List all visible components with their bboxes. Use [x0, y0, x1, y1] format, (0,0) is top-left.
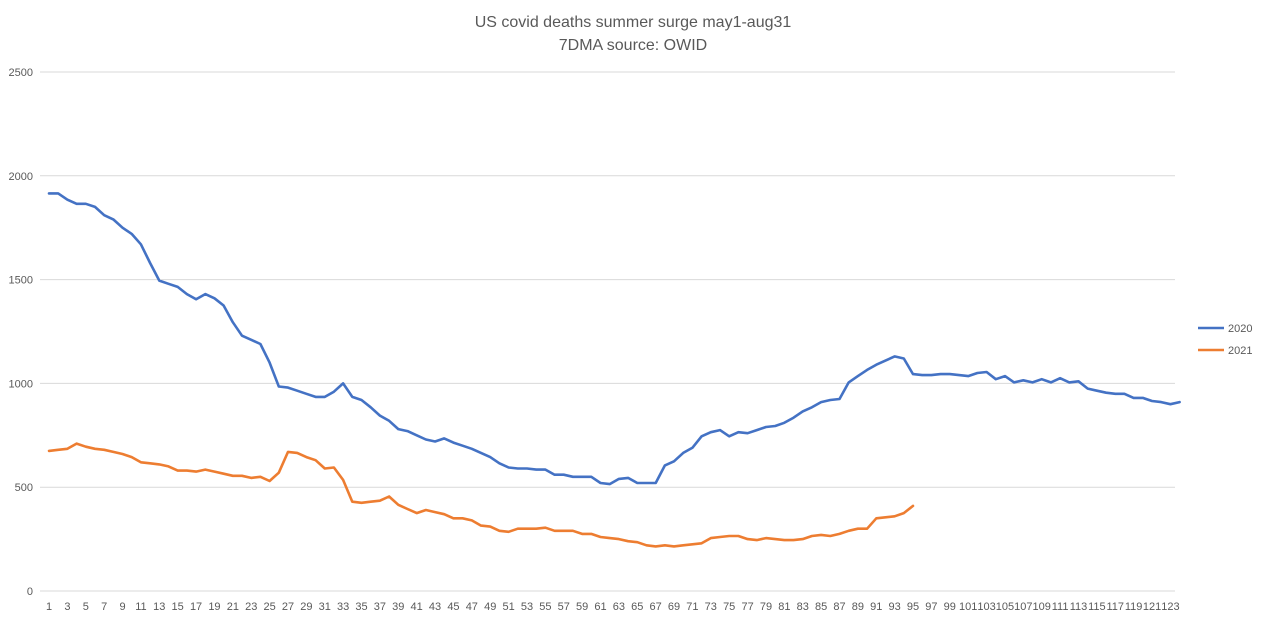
x-tick-label-117: 117 [1106, 601, 1124, 613]
x-tick-label-47: 47 [466, 601, 478, 613]
x-tick-label-91: 91 [870, 601, 882, 613]
x-tick-label-49: 49 [484, 601, 496, 613]
x-tick-label-119: 119 [1125, 601, 1143, 613]
x-tick-label-25: 25 [263, 601, 275, 613]
x-tick-label-77: 77 [741, 601, 753, 613]
x-tick-label-105: 105 [996, 601, 1014, 613]
x-tick-label-29: 29 [300, 601, 312, 613]
legend-label-2020: 2020 [1228, 323, 1252, 335]
x-tick-label-87: 87 [833, 601, 845, 613]
chart-subtitle: 7DMA source: OWID [559, 37, 707, 54]
x-tick-label-21: 21 [227, 601, 239, 613]
y-tick-label-0: 0 [27, 586, 33, 598]
x-tick-label-51: 51 [502, 601, 514, 613]
x-tick-label-121: 121 [1143, 601, 1161, 613]
x-tick-label-123: 123 [1161, 601, 1179, 613]
x-tick-label-33: 33 [337, 601, 349, 613]
y-tick-label-500: 500 [15, 482, 33, 494]
x-tick-label-17: 17 [190, 601, 202, 613]
y-axis: 0 500 1000 1500 2000 2500 [9, 67, 33, 598]
x-tick-label-95: 95 [907, 601, 919, 613]
x-tick-label-57: 57 [558, 601, 570, 613]
x-tick-label-45: 45 [447, 601, 459, 613]
y-tick-label-1500: 1500 [9, 275, 33, 287]
x-tick-label-101: 101 [959, 601, 977, 613]
x-tick-label-11: 11 [135, 601, 146, 613]
x-tick-label-93: 93 [889, 601, 901, 613]
x-tick-label-55: 55 [539, 601, 551, 613]
x-tick-label-71: 71 [686, 601, 698, 613]
x-tick-label-111: 111 [1052, 601, 1069, 613]
x-tick-label-115: 115 [1088, 601, 1106, 613]
x-tick-label-35: 35 [355, 601, 367, 613]
x-tick-label-69: 69 [668, 601, 680, 613]
legend: 2020 2021 [1198, 323, 1252, 357]
x-axis: 1 3 5 7 9 11 13 15 17 19 21 23 25 27 29 31 33 35 37 39 41 43 4… [46, 601, 1180, 613]
series-line-2020 [47, 192, 1181, 486]
x-tick-label-63: 63 [613, 601, 625, 613]
x-tick-label-113: 113 [1070, 601, 1088, 613]
x-tick-label-59: 59 [576, 601, 588, 613]
x-tick-label-65: 65 [631, 601, 643, 613]
x-tick-label-19: 19 [208, 601, 220, 613]
x-tick-label-61: 61 [594, 601, 606, 613]
y-tick-label-2000: 2000 [9, 171, 33, 183]
x-tick-label-3: 3 [64, 601, 70, 613]
x-tick-label-27: 27 [282, 601, 294, 613]
x-tick-label-41: 41 [411, 601, 423, 613]
x-tick-label-109: 109 [1033, 601, 1051, 613]
x-tick-label-75: 75 [723, 601, 735, 613]
series-lines [47, 192, 1181, 548]
x-tick-label-1: 1 [46, 601, 52, 613]
x-tick-label-81: 81 [778, 601, 790, 613]
x-tick-label-13: 13 [153, 601, 165, 613]
x-tick-label-107: 107 [1014, 601, 1032, 613]
x-tick-label-53: 53 [521, 601, 533, 613]
x-tick-label-23: 23 [245, 601, 257, 613]
y-tick-label-2500: 2500 [9, 67, 33, 79]
x-tick-label-31: 31 [319, 601, 331, 613]
x-tick-label-89: 89 [852, 601, 864, 613]
y-tick-label-1000: 1000 [9, 378, 33, 390]
x-tick-label-43: 43 [429, 601, 441, 613]
x-tick-label-79: 79 [760, 601, 772, 613]
series-line-2021 [47, 442, 915, 548]
x-tick-label-67: 67 [650, 601, 662, 613]
gridlines [40, 71, 1175, 592]
x-tick-label-83: 83 [797, 601, 809, 613]
x-tick-label-9: 9 [119, 601, 125, 613]
x-tick-label-73: 73 [705, 601, 717, 613]
x-tick-label-103: 103 [977, 601, 995, 613]
x-tick-label-7: 7 [101, 601, 107, 613]
legend-label-2021: 2021 [1228, 345, 1252, 357]
x-tick-label-85: 85 [815, 601, 827, 613]
chart-title: US covid deaths summer surge may1-aug31 [475, 14, 792, 31]
x-tick-label-15: 15 [172, 601, 184, 613]
x-tick-label-37: 37 [374, 601, 386, 613]
x-tick-label-5: 5 [83, 601, 89, 613]
x-tick-label-39: 39 [392, 601, 404, 613]
x-tick-label-97: 97 [925, 601, 937, 613]
x-tick-label-99: 99 [944, 601, 956, 613]
